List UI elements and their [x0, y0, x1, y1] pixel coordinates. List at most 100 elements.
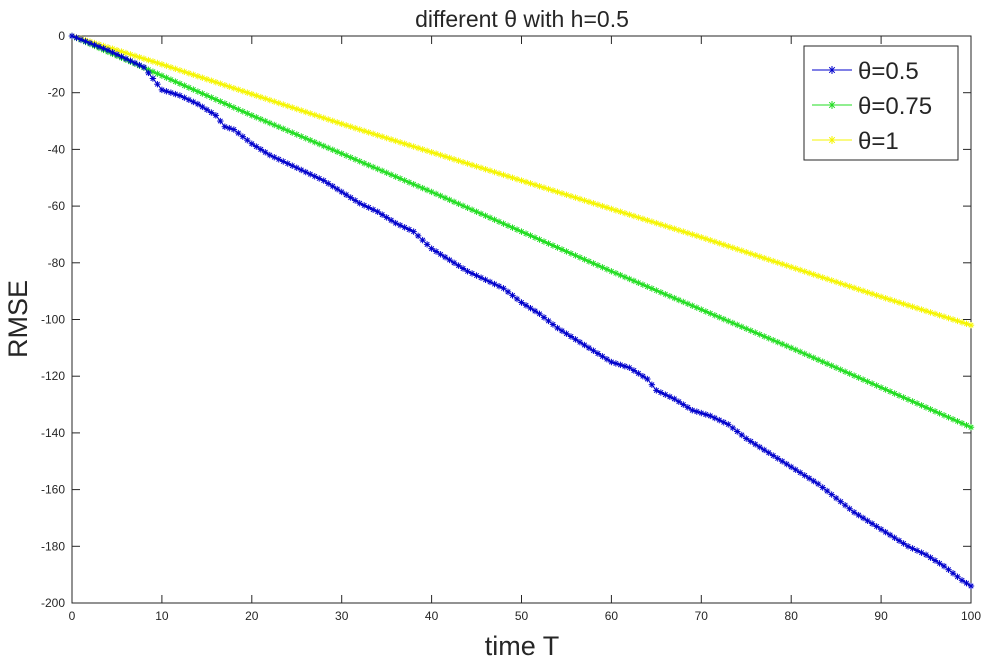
y-tick-label: -40 — [48, 142, 66, 156]
data-point — [666, 393, 674, 400]
data-point — [603, 355, 611, 363]
data-point — [419, 236, 426, 244]
data-point — [617, 208, 624, 215]
data-point — [581, 197, 588, 204]
data-point — [639, 215, 647, 223]
y-tick-label: -20 — [48, 86, 66, 100]
data-point — [298, 166, 305, 174]
data-point — [208, 77, 215, 84]
data-point — [549, 321, 557, 328]
data-point — [868, 520, 876, 527]
data-point — [774, 455, 781, 462]
data-point — [347, 194, 354, 201]
data-point — [783, 460, 790, 468]
data-point — [356, 200, 363, 207]
data-point — [940, 313, 948, 320]
data-point — [765, 449, 772, 456]
data-point — [190, 98, 197, 106]
data-point — [473, 163, 480, 170]
data-point — [671, 225, 678, 232]
data-point — [275, 156, 282, 163]
data-point — [644, 217, 651, 224]
data-point — [482, 276, 489, 284]
data-point — [387, 136, 395, 143]
data-point — [954, 317, 961, 325]
data-point — [545, 185, 552, 193]
x-tick-label: 90 — [874, 609, 888, 623]
data-point — [154, 59, 161, 67]
series-layer — [68, 32, 975, 590]
data-point — [967, 582, 975, 590]
x-tick-label: 10 — [155, 609, 169, 623]
data-point — [828, 277, 835, 284]
data-point — [648, 218, 656, 225]
data-point — [747, 438, 754, 445]
data-point — [922, 307, 930, 315]
y-tick-label: -120 — [41, 369, 65, 383]
data-point — [648, 381, 656, 388]
axis-ticks — [71, 35, 972, 604]
data-point — [437, 251, 444, 258]
data-point — [486, 278, 494, 286]
y-tick-label: -100 — [41, 313, 65, 327]
data-point — [104, 46, 112, 54]
data-point — [729, 424, 736, 432]
data-point — [392, 219, 399, 227]
data-point — [500, 285, 507, 292]
data-point — [635, 214, 642, 221]
data-point — [316, 113, 323, 120]
data-point — [657, 221, 665, 228]
data-point — [235, 86, 242, 93]
data-point — [900, 540, 907, 547]
data-point — [877, 293, 885, 301]
data-point — [455, 262, 462, 269]
data-point — [796, 266, 804, 274]
data-point — [522, 178, 530, 186]
data-point — [918, 549, 925, 556]
data-point — [334, 119, 341, 126]
data-point — [927, 554, 934, 561]
data-point — [635, 370, 642, 377]
data-point — [585, 198, 593, 206]
data-point — [302, 108, 309, 116]
data-point — [185, 70, 193, 77]
data-point — [913, 547, 921, 554]
data-point — [468, 161, 476, 169]
data-point — [630, 212, 638, 220]
data-point — [450, 259, 458, 266]
data-point — [940, 562, 948, 570]
data-point — [414, 144, 422, 152]
data-point — [446, 154, 453, 162]
data-point — [540, 314, 548, 321]
data-point — [567, 192, 575, 200]
data-point — [738, 247, 745, 254]
data-point — [338, 150, 345, 157]
data-point — [217, 80, 224, 87]
data-point — [428, 245, 435, 252]
data-point — [868, 290, 876, 298]
data-point — [707, 237, 714, 244]
data-point — [967, 321, 975, 329]
data-point — [257, 146, 264, 153]
data-point — [949, 570, 957, 577]
data-point — [819, 484, 826, 491]
legend-item: θ=0.75 — [812, 93, 932, 120]
data-point — [131, 59, 139, 67]
data-point — [734, 428, 741, 435]
data-point — [181, 94, 188, 101]
data-point — [226, 102, 233, 109]
data-point — [311, 111, 318, 119]
data-point — [774, 338, 781, 346]
data-point — [109, 49, 116, 56]
data-point — [841, 501, 849, 509]
data-point — [266, 151, 273, 159]
data-point — [963, 320, 970, 327]
series-markers — [68, 32, 975, 431]
data-point — [468, 270, 476, 277]
data-point — [680, 401, 687, 408]
data-point — [450, 156, 458, 163]
data-point — [410, 228, 417, 235]
data-point — [756, 443, 763, 451]
x-tick-label: 20 — [245, 609, 259, 623]
data-point — [621, 209, 629, 217]
